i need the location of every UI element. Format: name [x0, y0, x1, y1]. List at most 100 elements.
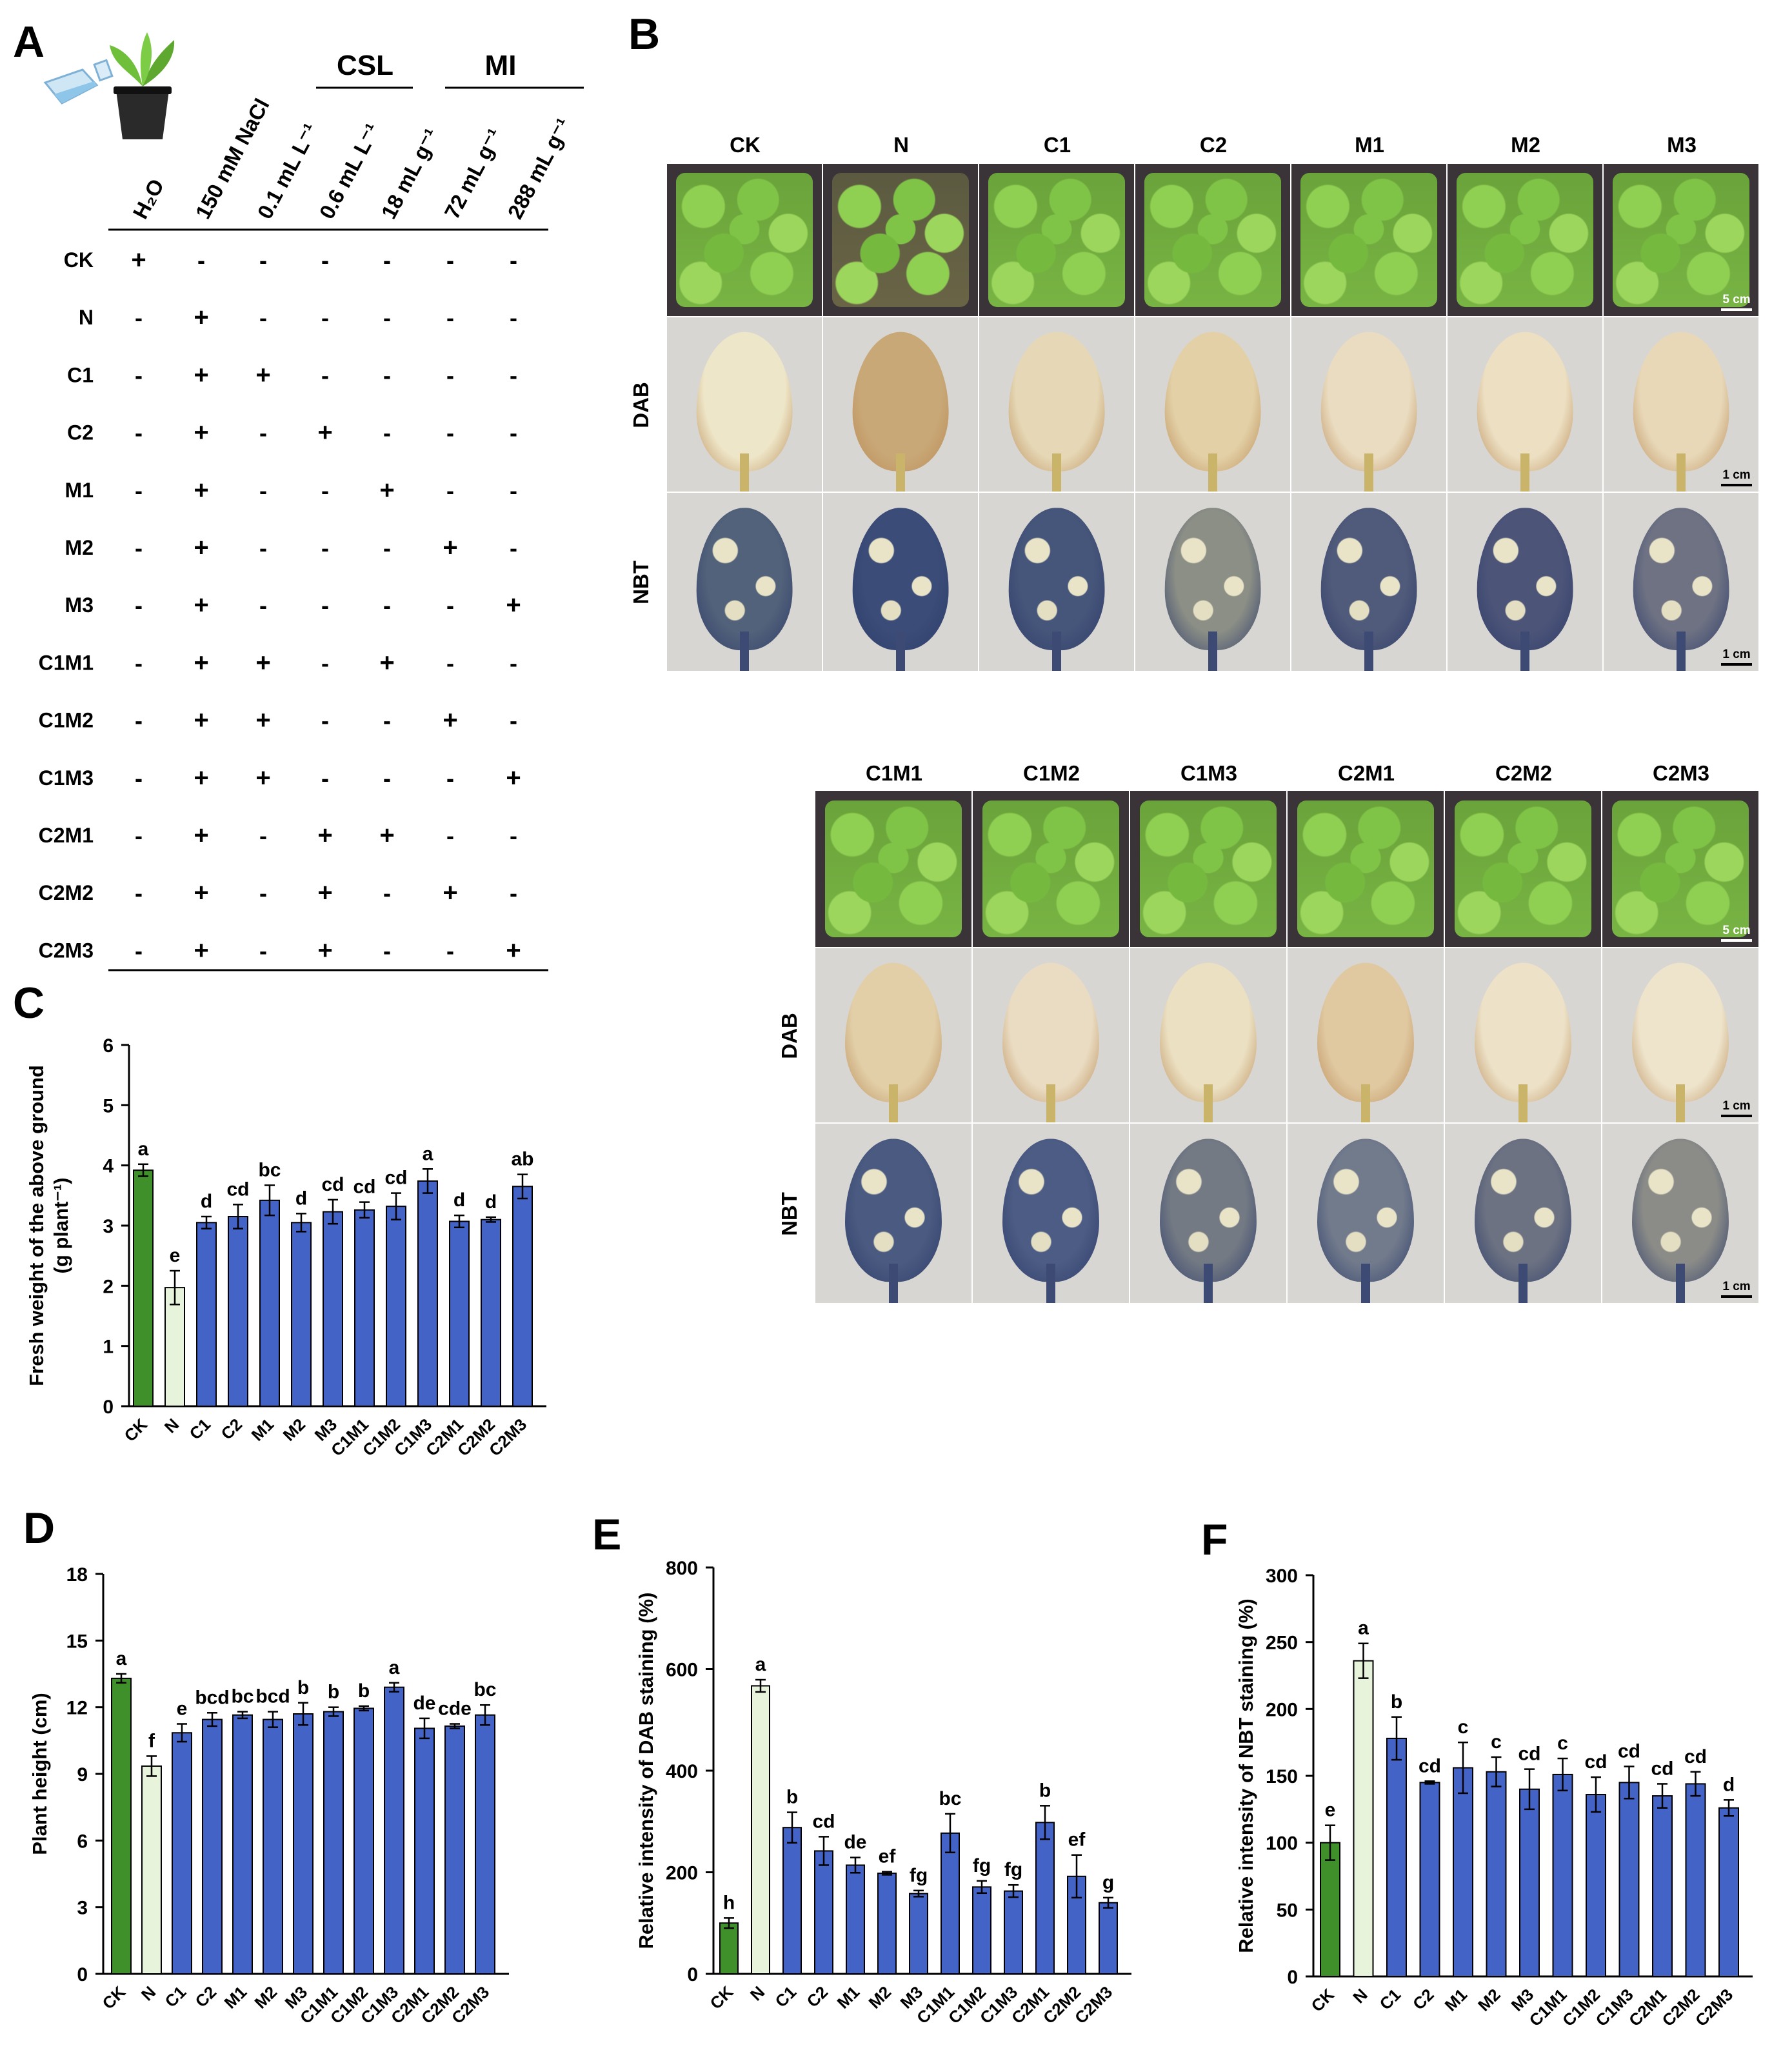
table-cell: +	[317, 936, 332, 964]
significance-letter: bcd	[255, 1686, 290, 1707]
table-cell: +	[194, 821, 208, 850]
tray-photo-c2m1	[1288, 791, 1444, 947]
tray-photo-m3: 5 cm	[1604, 164, 1758, 316]
row-label-m1: M1	[65, 479, 94, 502]
dab-leaf-photo-m3: 1 cm	[1604, 317, 1758, 492]
table-cell: -	[321, 708, 329, 734]
bar-n	[1353, 1660, 1374, 1977]
nbt-leaf-photo-c1m1	[815, 1124, 971, 1303]
dab-leaf-photo-c1m1	[815, 948, 971, 1122]
significance-letter: c	[1491, 1731, 1502, 1753]
y-tick-label: 250	[1266, 1633, 1298, 1654]
row-label-c1m1: C1M1	[39, 651, 94, 674]
bar-c1m1	[323, 1711, 344, 1975]
chart-f-nbt-intensity: 0 50 100 150 200 250 300 Relative intensity of …	[1235, 1566, 1753, 2030]
seedling-tray	[1611, 800, 1749, 938]
panel-label-f: F	[1201, 1515, 1228, 1564]
table-cell: +	[194, 303, 208, 332]
x-tick-label: C1	[161, 1982, 190, 2011]
y-tick-label: 3	[103, 1216, 114, 1237]
y-axis-label: Relative intensity of NBT staining (%)	[1235, 1598, 1257, 1953]
table-cell: +	[443, 533, 457, 562]
bar-m1	[259, 1199, 280, 1407]
y-tick-label: 12	[66, 1698, 88, 1719]
group-header-csl: CSL	[337, 50, 393, 81]
nbt-leaf-photo-c1	[979, 493, 1134, 671]
significance-letter: h	[723, 1892, 735, 1913]
significance-letter: cd	[1651, 1758, 1673, 1779]
chart-e-dab-intensity: 0 200 400 600 800 Relative intensity of DAB s…	[635, 1558, 1131, 2027]
table-cell: -	[446, 304, 454, 331]
row-label-c2: C2	[67, 421, 94, 444]
table-cell: -	[135, 592, 143, 619]
table-cell: +	[379, 648, 394, 677]
significance-letter: ef	[879, 1846, 897, 1867]
seedling-tray	[832, 173, 969, 307]
petiole	[889, 1084, 898, 1122]
seedling-tray	[676, 173, 813, 307]
y-axis-label: Fresh weight of the above ground(g plant…	[25, 1065, 72, 1386]
leaf	[1474, 962, 1572, 1102]
significance-letter: cd	[226, 1179, 249, 1200]
nbt-leaf-photo-c2m3: 1 cm	[1602, 1124, 1758, 1303]
bar-c1m1	[941, 1832, 960, 1974]
petiole	[1364, 632, 1373, 671]
row-label-c1m3: C1M3	[39, 766, 94, 790]
bar-c2m3	[1718, 1807, 1739, 1977]
dab-leaf-photo-c2m2	[1445, 948, 1601, 1122]
table-cell: -	[197, 247, 205, 274]
y-tick-label: 0	[1287, 1967, 1298, 1988]
column-header: 0.1 mL L⁻¹	[253, 119, 323, 223]
table-cell: -	[383, 937, 391, 964]
tray-photo-c1m2	[973, 791, 1129, 947]
y-tick-label: 800	[666, 1558, 698, 1579]
x-tick-label: M2	[279, 1415, 309, 1445]
significance-letter: cd	[1419, 1755, 1441, 1776]
petiole	[1052, 453, 1061, 492]
column-header-m2: M2	[1511, 133, 1540, 157]
table-cell: +	[194, 648, 208, 677]
x-tick-label: C2	[217, 1415, 246, 1444]
petiole	[1208, 632, 1217, 671]
significance-letter: b	[786, 1787, 798, 1808]
row-label-c1: C1	[67, 363, 94, 386]
column-header-c1: C1	[1043, 133, 1071, 157]
x-tick-label: M2	[250, 1982, 281, 2013]
panel-label-d: D	[23, 1504, 55, 1553]
panel-label-b: B	[628, 10, 661, 59]
petiole	[896, 453, 905, 492]
bar-c1m2	[353, 1707, 374, 1974]
x-tick-label: C1	[1376, 1985, 1405, 2014]
significance-letter: e	[170, 1245, 181, 1266]
tray-photo-c2m3: 5 cm	[1602, 791, 1758, 947]
table-cell: +	[443, 706, 457, 735]
table-cell: -	[321, 535, 329, 561]
table-cell: -	[446, 822, 454, 849]
x-tick-label: C2M1	[1625, 1985, 1670, 2030]
leaf	[844, 1139, 942, 1282]
leaf	[1320, 332, 1417, 472]
table-cell: -	[135, 420, 143, 446]
table-cell: +	[379, 476, 394, 504]
table-cell: +	[194, 879, 208, 907]
table-cell: +	[131, 246, 146, 274]
table-cell: -	[383, 592, 391, 619]
x-tick-label: C2M2	[1658, 1985, 1703, 2030]
table-cell: -	[383, 304, 391, 331]
petiole	[1204, 1263, 1213, 1303]
significance-letter: de	[413, 1693, 435, 1714]
petiole	[896, 632, 905, 671]
petiole	[1046, 1263, 1055, 1303]
panel-label-e: E	[592, 1510, 622, 1559]
y-tick-label: 200	[1266, 1699, 1298, 1720]
table-cell: -	[446, 477, 454, 504]
significance-letter: d	[485, 1191, 497, 1213]
bar-m2	[877, 1873, 897, 1975]
bar-m3	[1519, 1788, 1540, 1977]
bar-c1m3	[1004, 1890, 1023, 1975]
row-label-c2m1: C2M1	[39, 824, 94, 847]
table-cell: -	[135, 650, 143, 676]
leaf	[1474, 1139, 1572, 1282]
column-header-c1m3: C1M3	[1180, 761, 1238, 785]
leaf	[1008, 508, 1105, 650]
